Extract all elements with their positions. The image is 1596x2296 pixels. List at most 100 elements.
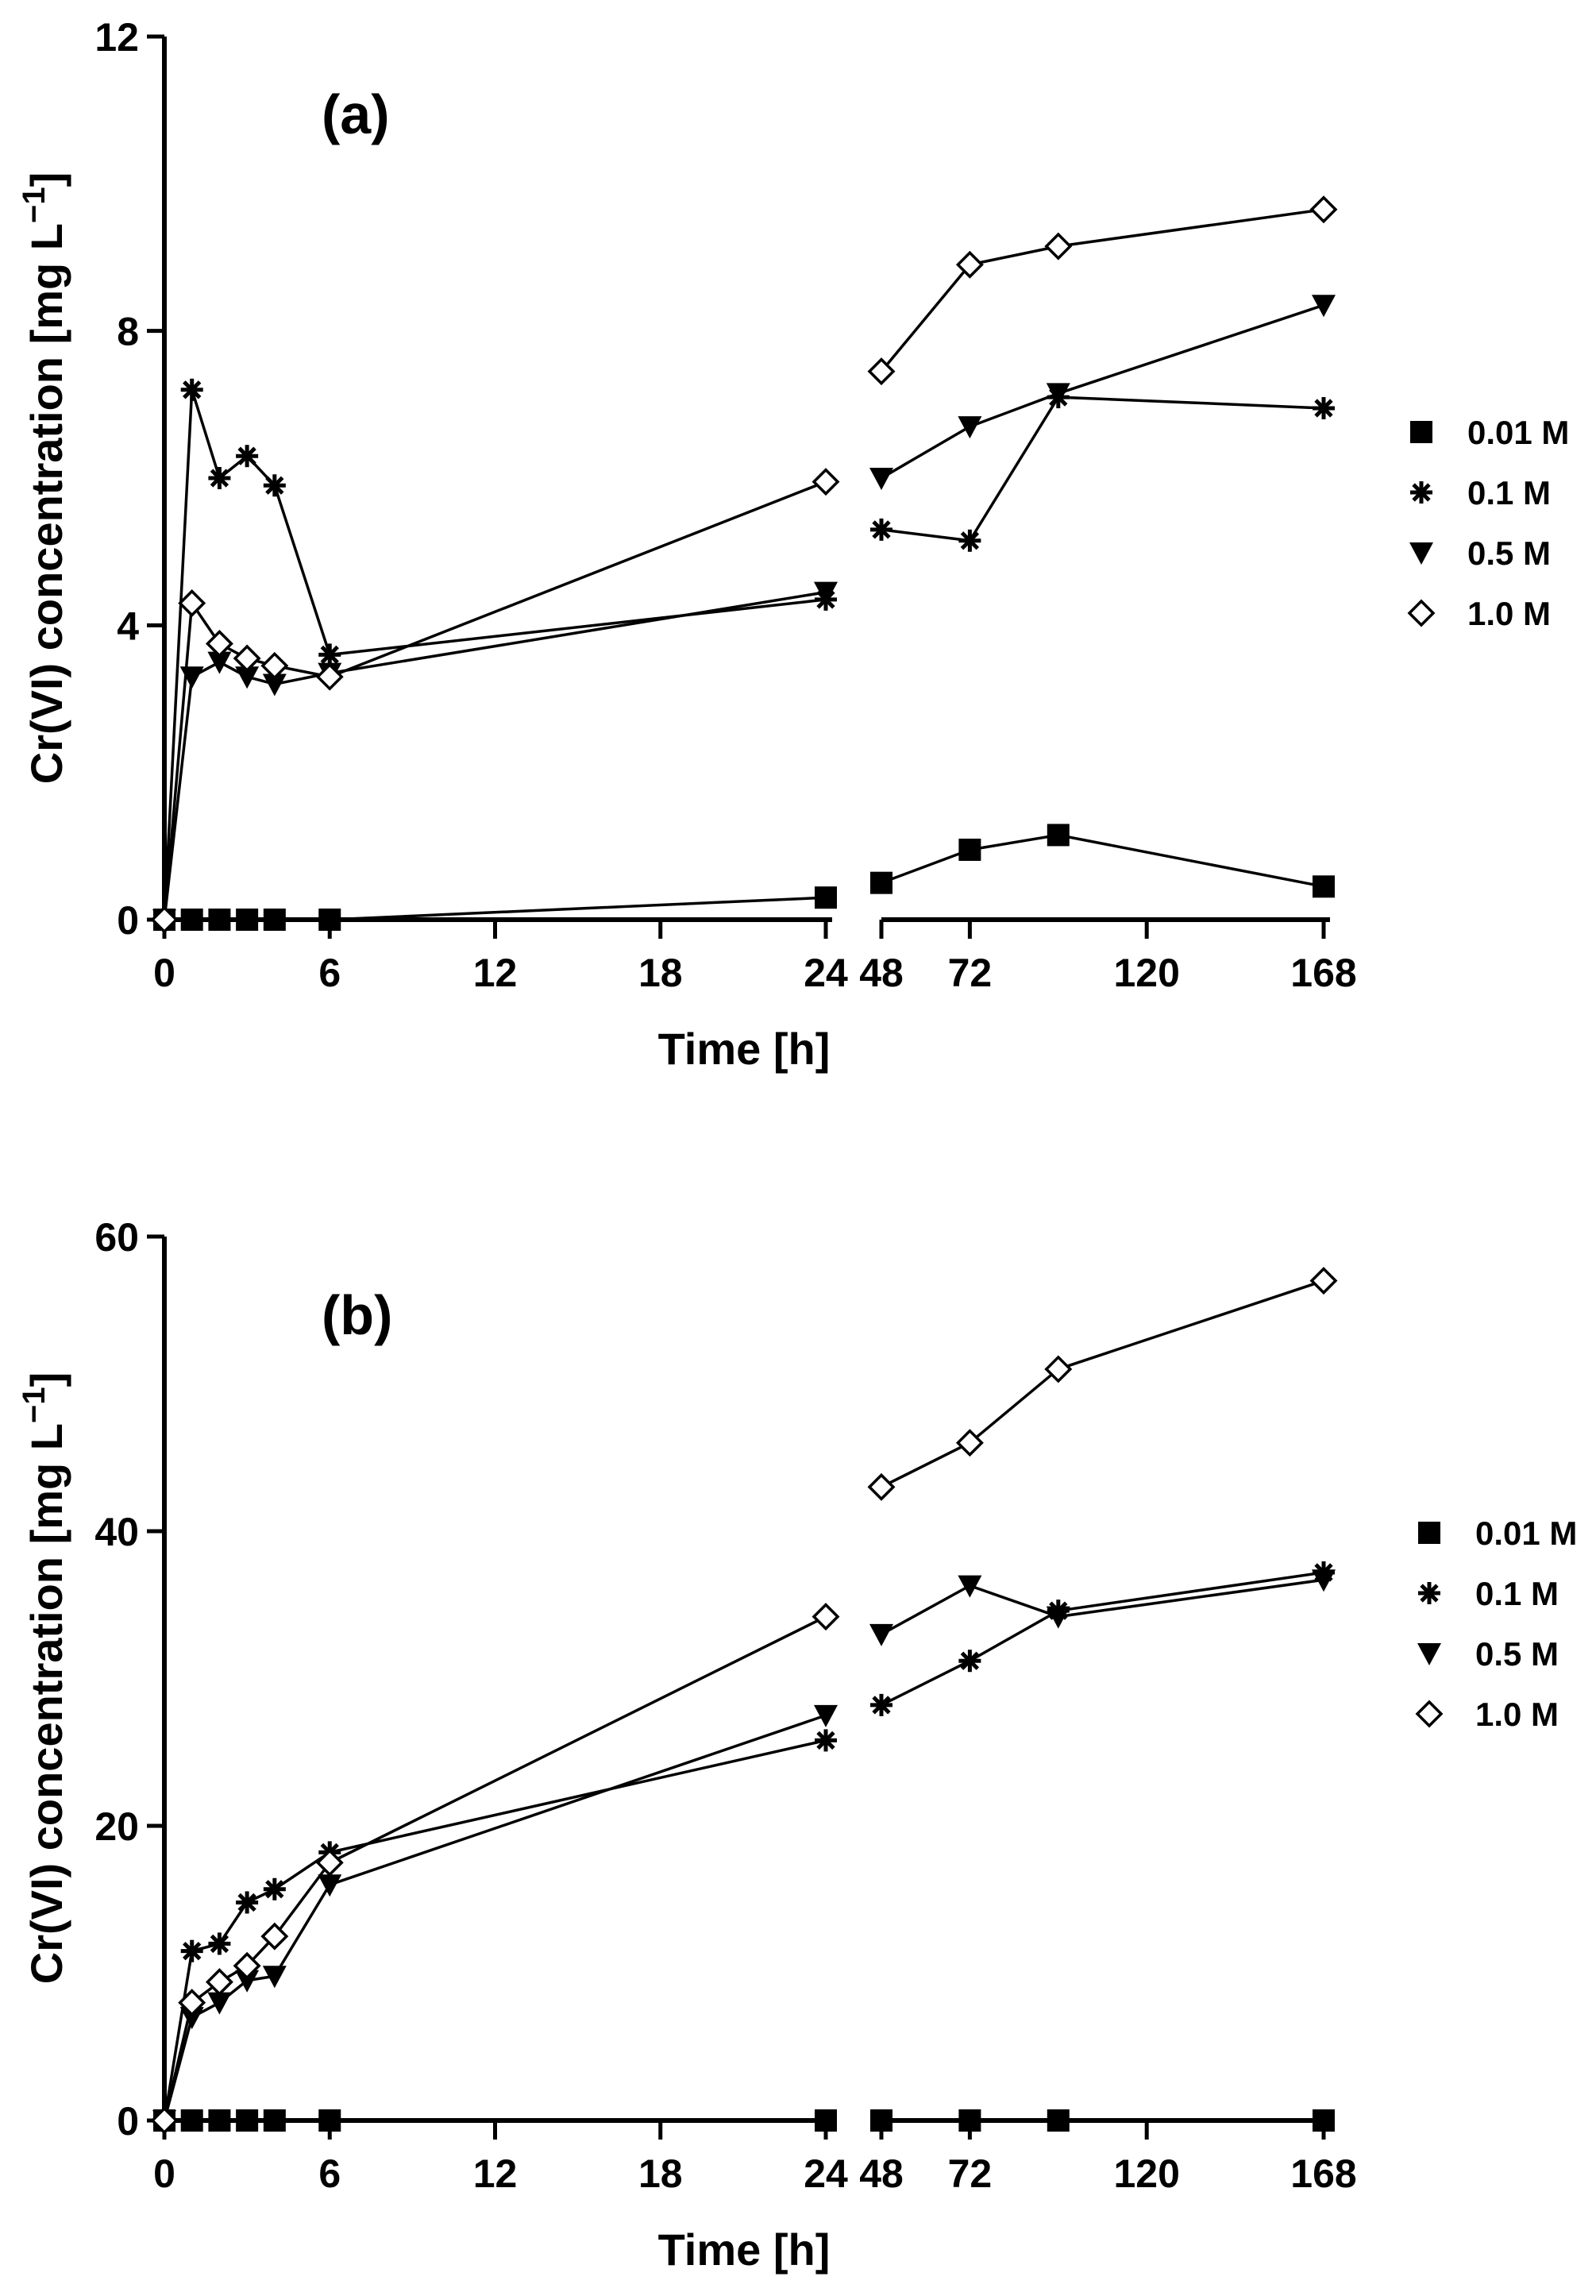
data-point xyxy=(235,666,260,689)
data-point xyxy=(318,1874,342,1897)
series-line-segment xyxy=(969,1584,1059,1619)
data-point xyxy=(208,1932,231,1955)
data-point xyxy=(236,1891,259,1914)
x-tick-label: 12 xyxy=(473,2151,518,2196)
data-point xyxy=(1313,875,1335,898)
data-point xyxy=(1309,1267,1338,1295)
data-point xyxy=(262,1966,287,1989)
data-point xyxy=(315,1848,344,1877)
data-point xyxy=(180,2109,203,2132)
series-line-segment xyxy=(329,1738,827,1854)
data-point xyxy=(233,644,261,673)
series-0-01-mm xyxy=(153,2109,1335,2132)
series-line-segment xyxy=(273,1862,331,1938)
series-0-5-mm xyxy=(152,295,1336,932)
series-line-segment xyxy=(881,1584,971,1636)
x-tick-label: 24 xyxy=(804,2151,848,2196)
data-point xyxy=(208,909,231,931)
data-point xyxy=(815,1729,837,1752)
data-point xyxy=(1047,2109,1070,2132)
series-1-0-mm xyxy=(150,195,1338,934)
legend-label: 0.5 M xyxy=(1467,534,1551,572)
data-point xyxy=(1312,1569,1336,1592)
data-point xyxy=(958,2109,981,2132)
series-line-segment xyxy=(1058,1578,1324,1619)
data-point xyxy=(236,445,259,468)
series-line-segment xyxy=(881,1659,971,1707)
y-axis-title: Cr(VI) concentration [mg L−1] xyxy=(17,172,71,785)
data-point xyxy=(318,2109,341,2132)
data-point xyxy=(178,589,206,618)
legend-marker xyxy=(1407,599,1436,627)
data-point xyxy=(236,2109,259,2132)
x-tick-label: 168 xyxy=(1290,2151,1356,2196)
x-axis-title: Time [h] xyxy=(658,1024,831,1074)
x-tick-label: 18 xyxy=(638,951,683,995)
x-tick-label: 72 xyxy=(948,2151,993,2196)
legend-label: 0.01 M xyxy=(1475,1515,1577,1552)
data-point xyxy=(205,1968,233,1997)
data-point xyxy=(1313,2109,1335,2132)
data-point xyxy=(955,1429,984,1457)
data-point xyxy=(1046,383,1070,406)
x-axis-title: Time [h] xyxy=(658,2225,831,2275)
data-point xyxy=(1046,1606,1070,1629)
legend-marker xyxy=(1410,481,1432,504)
series-line-segment xyxy=(330,896,827,921)
x-tick-label: 0 xyxy=(153,951,175,995)
y-axis-title: Cr(VI) concentration [mg L−1] xyxy=(17,1372,71,1985)
data-point xyxy=(180,378,203,401)
y-tick-label: 40 xyxy=(94,1510,139,1554)
legend-marker xyxy=(1409,542,1433,565)
data-point xyxy=(263,1877,286,1900)
data-point xyxy=(263,2109,286,2132)
panel-label: (a) xyxy=(322,83,390,145)
data-point xyxy=(207,1992,232,2015)
data-point xyxy=(815,2109,837,2132)
data-point xyxy=(814,581,838,604)
series-line-segment xyxy=(329,480,827,678)
series-line-segment xyxy=(881,848,971,885)
series-line-segment xyxy=(968,396,1060,542)
series-line-segment xyxy=(273,484,331,655)
x-tick-label: 72 xyxy=(948,951,993,995)
y-tick-label: 0 xyxy=(117,2099,139,2144)
data-point xyxy=(811,1603,840,1631)
series-line-segment xyxy=(163,389,194,920)
x-tick-label: 48 xyxy=(859,2151,904,2196)
panel-label: (b) xyxy=(322,1284,392,1346)
data-point xyxy=(1313,396,1335,419)
y-tick-label: 60 xyxy=(94,1215,139,1260)
series-line-segment xyxy=(163,2002,194,2121)
data-point xyxy=(208,467,231,489)
y-tick-label: 12 xyxy=(94,15,139,60)
series-line-segment xyxy=(329,590,827,675)
data-point xyxy=(869,1623,893,1646)
y-tick-label: 0 xyxy=(117,898,139,943)
series-line-segment xyxy=(881,425,971,480)
series-line-segment xyxy=(1058,1279,1324,1371)
series-line-segment xyxy=(163,603,194,920)
series-line-segment xyxy=(1058,208,1324,248)
data-point xyxy=(180,909,203,931)
y-tick-label: 4 xyxy=(117,604,139,648)
series-line-segment xyxy=(969,1368,1059,1445)
series-line-segment xyxy=(880,264,971,372)
y-tick-label: 8 xyxy=(117,310,139,354)
chart-panel-b: 0 20 40 60 0 6 12 18 24 48 72 120 168 Time [h] Cr(VI) … xyxy=(17,1215,1577,2275)
legend: 0.01 M 0.1 M 0.5 M 1.0 M xyxy=(1415,1515,1577,1733)
data-point xyxy=(958,1650,981,1673)
data-point xyxy=(150,905,179,934)
legend: 0.01 M 0.1 M 0.5 M 1.0 M xyxy=(1407,414,1569,632)
series-line-segment xyxy=(881,528,970,542)
data-point xyxy=(180,1939,203,1962)
series-line-segment xyxy=(970,833,1059,851)
data-point xyxy=(958,529,981,552)
data-point xyxy=(1044,1355,1073,1383)
series-line-segment xyxy=(1058,1571,1324,1612)
data-point xyxy=(870,871,892,894)
series-line-segment xyxy=(273,1884,331,1978)
series-1-0-mm xyxy=(150,1267,1338,2135)
